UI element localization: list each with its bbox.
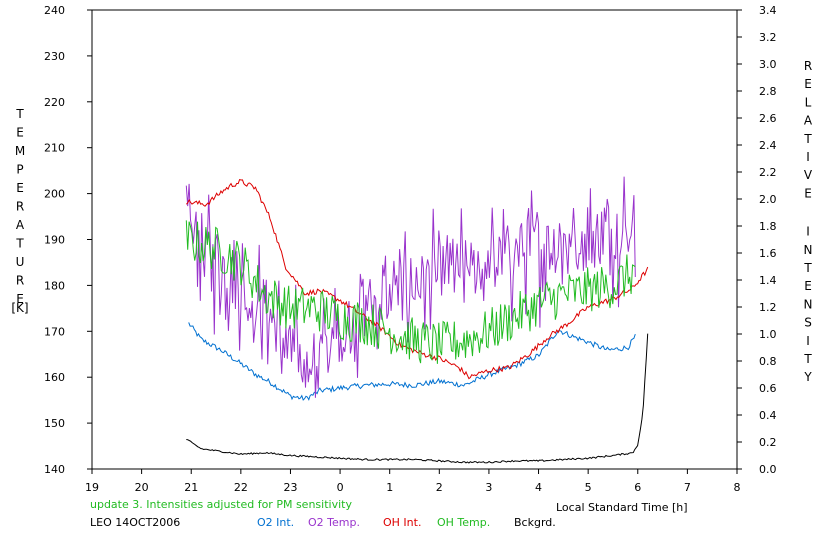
x-tick-label: 0 bbox=[337, 481, 344, 494]
left-tick-label: 240 bbox=[44, 4, 65, 17]
left-tick-label: 140 bbox=[44, 463, 65, 476]
plot-area bbox=[91, 9, 738, 470]
left-tick-label: 150 bbox=[44, 417, 65, 430]
right-tick-label: 3.4 bbox=[759, 4, 777, 17]
right-title-letter: T bbox=[803, 132, 812, 146]
right-tick-label: 1.6 bbox=[759, 247, 777, 260]
legend-entry: O2 Int. bbox=[257, 516, 294, 529]
right-title-letter: S bbox=[804, 316, 812, 330]
right-tick-label: 2.8 bbox=[759, 85, 777, 98]
x-tick-label: 21 bbox=[184, 481, 198, 494]
left-title-letter: E bbox=[16, 292, 24, 306]
right-tick-label: 2.2 bbox=[759, 166, 777, 179]
left-axis-ticks: 140 150 160 170 180 190 200 210 220 230 240 bbox=[44, 4, 92, 476]
right-tick-label: 1.0 bbox=[759, 328, 777, 341]
left-title-letter: E bbox=[16, 181, 24, 195]
right-title-letter: T bbox=[803, 352, 812, 366]
right-tick-label: 1.8 bbox=[759, 220, 777, 233]
right-title-letter: N bbox=[804, 243, 813, 257]
x-tick-label: 8 bbox=[734, 481, 741, 494]
right-tick-label: 0.4 bbox=[759, 409, 777, 422]
x-tick-label: 19 bbox=[85, 481, 99, 494]
right-title-letter: E bbox=[804, 77, 812, 91]
right-tick-label: 2.6 bbox=[759, 112, 777, 125]
x-tick-label: 2 bbox=[436, 481, 443, 494]
left-tick-label: 200 bbox=[44, 188, 65, 201]
x-tick-label: 5 bbox=[585, 481, 592, 494]
right-title-letter: R bbox=[804, 59, 812, 73]
left-title-letter: R bbox=[16, 200, 24, 214]
x-tick-label: 23 bbox=[283, 481, 297, 494]
right-title-letter: I bbox=[806, 334, 810, 348]
right-tick-label: 3.0 bbox=[759, 58, 777, 71]
left-axis-unit: [K] bbox=[11, 301, 28, 315]
left-tick-label: 180 bbox=[44, 279, 65, 292]
right-tick-label: 0.0 bbox=[759, 463, 777, 476]
legend-entry: O2 Temp. bbox=[308, 516, 360, 529]
left-tick-label: 190 bbox=[44, 234, 65, 247]
left-title-letter: T bbox=[15, 107, 24, 121]
station-label: LEO 14OCT2006 bbox=[90, 516, 180, 529]
left-title-letter: R bbox=[16, 274, 24, 288]
left-tick-label: 170 bbox=[44, 325, 65, 338]
x-tick-label: 7 bbox=[684, 481, 691, 494]
left-title-letter: P bbox=[16, 163, 23, 177]
right-title-letter: A bbox=[804, 114, 813, 128]
right-tick-label: 0.6 bbox=[759, 382, 777, 395]
x-tick-label: 4 bbox=[535, 481, 542, 494]
left-tick-label: 230 bbox=[44, 50, 65, 63]
right-tick-label: 1.2 bbox=[759, 301, 777, 314]
left-tick-label: 160 bbox=[44, 371, 65, 384]
left-tick-label: 220 bbox=[44, 96, 65, 109]
x-axis-label: Local Standard Time [h] bbox=[556, 501, 688, 514]
legend-entry: Bckgrd. bbox=[514, 516, 556, 529]
left-tick-label: 210 bbox=[44, 142, 65, 155]
legend-entry: OH Int. bbox=[383, 516, 421, 529]
series-line bbox=[185, 178, 649, 380]
x-tick-label: 3 bbox=[485, 481, 492, 494]
left-title-letter: T bbox=[15, 237, 24, 251]
right-tick-label: 0.2 bbox=[759, 436, 777, 449]
right-title-letter: V bbox=[804, 168, 813, 182]
series-group bbox=[185, 176, 649, 464]
x-tick-label: 6 bbox=[634, 481, 641, 494]
right-title-letter: E bbox=[804, 279, 812, 293]
right-title-letter: L bbox=[805, 95, 812, 109]
right-tick-label: 2.4 bbox=[759, 139, 777, 152]
left-title-letter: A bbox=[16, 218, 25, 232]
legend: O2 Int. O2 Temp. OH Int. OH Temp. Bckgrd. bbox=[257, 516, 556, 529]
left-title-letter: M bbox=[15, 144, 25, 158]
series-line bbox=[186, 333, 649, 464]
x-tick-label: 22 bbox=[234, 481, 248, 494]
left-title-letter: E bbox=[16, 126, 24, 140]
x-tick-label: 1 bbox=[386, 481, 393, 494]
x-axis-ticks: 19 20 21 22 23 0 1 2 3 4 5 6 7 8 bbox=[85, 469, 741, 494]
right-tick-label: 3.2 bbox=[759, 31, 777, 44]
x-tick-label: 20 bbox=[135, 481, 149, 494]
left-title-letter: U bbox=[16, 255, 25, 269]
right-tick-label: 0.8 bbox=[759, 355, 777, 368]
series-line bbox=[185, 176, 636, 398]
right-title-letter: Y bbox=[803, 370, 812, 384]
note-text: update 3. Intensities adjusted for PM se… bbox=[90, 498, 352, 511]
right-title-letter: E bbox=[804, 186, 812, 200]
right-tick-label: 2.0 bbox=[759, 193, 777, 206]
right-title-letter: T bbox=[803, 261, 812, 275]
right-title-letter: I bbox=[806, 150, 810, 164]
right-title-letter: N bbox=[804, 297, 813, 311]
series-line bbox=[185, 220, 636, 364]
right-title-letter: I bbox=[806, 225, 810, 239]
right-axis-ticks: 0.0 0.2 0.4 0.6 0.8 1.0 1.2 1.4 1.6 1.8 2.0 2.2 2.4 2… bbox=[737, 4, 777, 476]
legend-entry: OH Temp. bbox=[437, 516, 490, 529]
series-line bbox=[188, 322, 636, 401]
right-tick-label: 1.4 bbox=[759, 274, 777, 287]
